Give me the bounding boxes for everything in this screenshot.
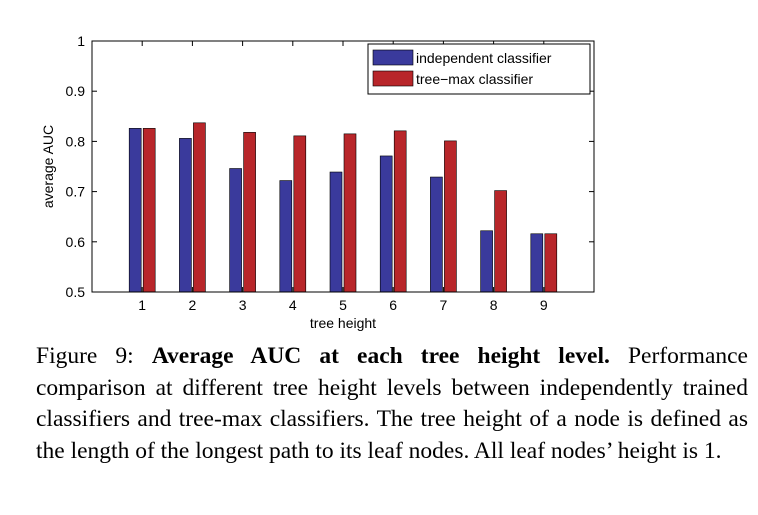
- bar-tree-max-6: [393, 130, 407, 293]
- legend-swatch-independent: [372, 49, 414, 66]
- bar-tree-max-1: [142, 128, 156, 293]
- y-tick-label: 0.6: [66, 234, 86, 250]
- x-tick-label: 9: [540, 297, 548, 313]
- x-tick-label: 6: [389, 297, 397, 313]
- bar-tree-max-2: [193, 122, 206, 293]
- bar-independent-3: [229, 168, 242, 293]
- bar-independent-1: [128, 128, 142, 293]
- y-tick-label: 0.8: [66, 133, 86, 149]
- bar-independent-2: [179, 138, 192, 293]
- bar-tree-max-8: [494, 190, 507, 293]
- bar-tree-max-5: [343, 133, 357, 293]
- figure-caption: Figure 9: Average AUC at each tree heigh…: [36, 341, 748, 467]
- caption-prefix: Figure 9:: [36, 343, 152, 369]
- y-tick-label: 0.5: [66, 284, 86, 300]
- x-tick-label: 7: [440, 297, 448, 313]
- bar-tree-max-7: [444, 140, 457, 293]
- bar-independent-7: [430, 176, 443, 293]
- bar-independent-5: [329, 171, 343, 293]
- bar-chart: 0.5 0.6 0.7 0.8 0.9 1 1 2 3 4 5 6 7 8 9 tree height aver…: [40, 33, 595, 331]
- bar-independent-6: [379, 155, 393, 293]
- x-tick-label: 8: [490, 297, 498, 313]
- x-axis-label: tree height: [310, 315, 376, 331]
- x-tick-label: 2: [189, 297, 197, 313]
- legend-swatch-tree-max: [372, 70, 414, 87]
- caption-bold-title: Average AUC at each tree height level.: [151, 343, 610, 369]
- caption-body: Performance comparison at different tree…: [36, 343, 748, 464]
- x-tick-label: 3: [239, 297, 247, 313]
- y-axis-label: average AUC: [40, 125, 56, 208]
- bar-tree-max-9: [544, 233, 558, 293]
- x-tick-label: 4: [289, 297, 297, 313]
- legend-label-independent: independent classifier: [416, 50, 552, 66]
- bar-tree-max-3: [243, 132, 256, 293]
- bar-tree-max-4: [293, 135, 307, 293]
- y-tick-label: 1: [77, 33, 85, 49]
- y-tick-label: 0.9: [66, 83, 86, 99]
- x-tick-label: 1: [138, 297, 146, 313]
- bar-independent-9: [530, 233, 544, 293]
- bar-independent-4: [279, 180, 293, 293]
- bar-independent-8: [480, 230, 493, 293]
- x-tick-label: 5: [339, 297, 347, 313]
- legend-label-tree-max: tree−max classifier: [416, 71, 533, 87]
- y-tick-label: 0.7: [66, 184, 86, 200]
